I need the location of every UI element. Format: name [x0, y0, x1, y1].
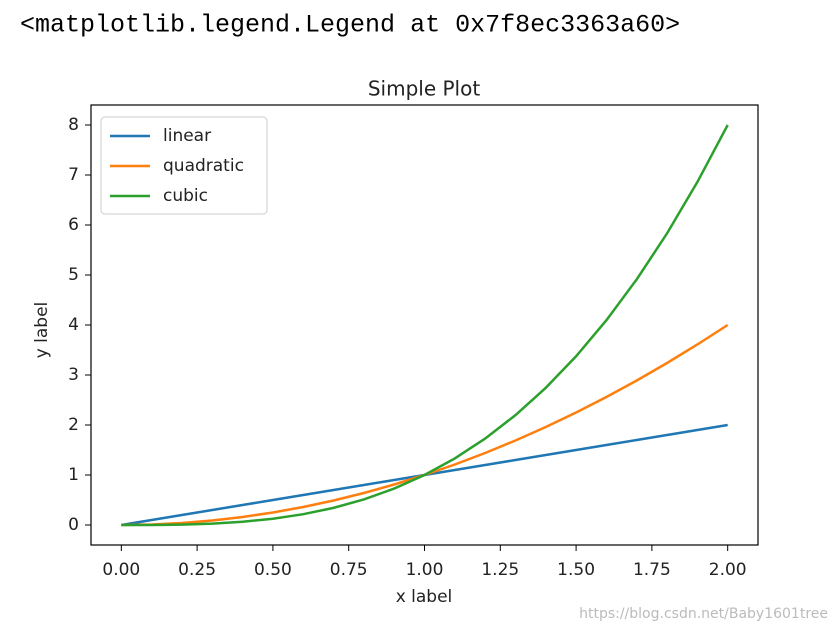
axes-frame — [90, 104, 759, 546]
x-tick-label: 0.25 — [178, 560, 216, 580]
y-tick-label: 7 — [68, 165, 79, 185]
x-tick-label: 1.00 — [406, 560, 444, 580]
x-tick-label: 1.25 — [481, 560, 519, 580]
legend-label: linear — [163, 126, 211, 146]
x-axis-label: x label — [396, 587, 453, 607]
x-tick-label: 0.50 — [254, 560, 292, 580]
y-tick-label: 5 — [68, 265, 79, 285]
chart-title: Simple Plot — [368, 77, 481, 101]
y-tick-label: 6 — [68, 215, 79, 235]
output-text: <matplotlib.legend.Legend at 0x7f8ec3363… — [20, 11, 680, 40]
x-tick-label: 2.00 — [709, 560, 747, 580]
x-tick-label: 0.75 — [330, 560, 368, 580]
x-tick-label: 0.00 — [102, 560, 140, 580]
x-tick-label: 1.50 — [557, 560, 595, 580]
y-tick-label: 3 — [68, 365, 79, 385]
y-tick-label: 4 — [68, 315, 79, 335]
line-series — [121, 323, 729, 527]
legend-label: cubic — [163, 186, 208, 206]
legend-label: quadratic — [163, 156, 244, 176]
line-series — [121, 124, 729, 527]
y-tick-label: 1 — [68, 465, 79, 485]
legend-box — [100, 116, 268, 215]
y-axis-label: y label — [32, 302, 52, 359]
y-tick-label: 0 — [68, 515, 79, 535]
y-tick-label: 8 — [68, 115, 79, 135]
y-tick-label: 2 — [68, 415, 79, 435]
watermark: https://blog.csdn.net/Baby1601tree — [579, 606, 828, 622]
x-tick-label: 1.75 — [633, 560, 671, 580]
